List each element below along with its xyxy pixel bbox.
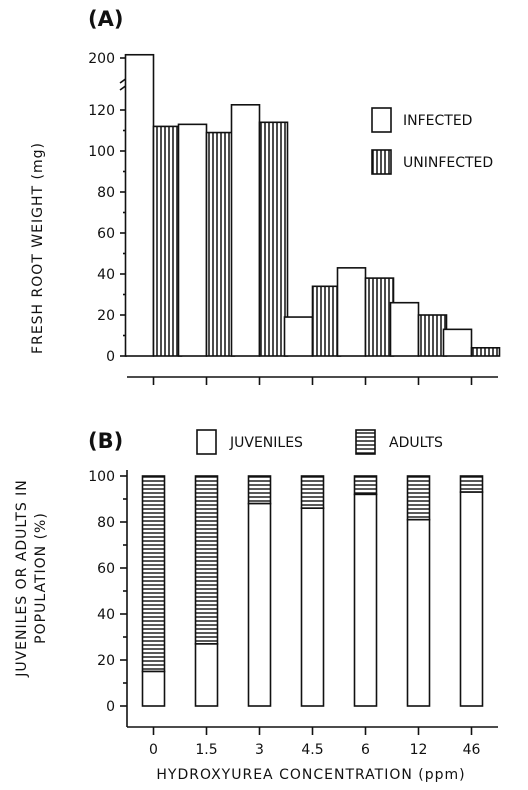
panel-a-y-tick-label: 60 bbox=[97, 226, 115, 242]
bar-infected bbox=[124, 53, 155, 357]
bar-uninfected bbox=[311, 285, 342, 357]
bar-uninfected bbox=[205, 131, 236, 357]
panel-b-legend: JUVENILES ADULTS bbox=[196, 429, 443, 455]
bar-adults bbox=[353, 475, 378, 496]
bar-infected bbox=[336, 267, 367, 357]
bar-juveniles bbox=[300, 507, 325, 707]
bar-adults bbox=[194, 475, 219, 645]
legend-uninfected-swatch bbox=[371, 149, 392, 175]
panel-a-label: (A) bbox=[88, 7, 123, 31]
panel-b-bars bbox=[141, 475, 484, 707]
panel-a-legend: INFECTED UNINFECTED bbox=[371, 107, 493, 175]
legend-infected-label: INFECTED bbox=[403, 113, 472, 129]
bar-juveniles bbox=[459, 491, 484, 707]
legend-uninfected-label: UNINFECTED bbox=[403, 155, 493, 171]
bar-juveniles bbox=[141, 670, 166, 707]
panel-a-tick-labels: 0 20 40 60 80 100 120 200 bbox=[88, 51, 115, 365]
panel-a-y-tick-label: 20 bbox=[97, 308, 115, 324]
panel-b-label: (B) bbox=[88, 429, 123, 453]
panel-b-y-axis-label-line2: POPULATION (%) bbox=[33, 512, 49, 644]
bar-uninfected bbox=[152, 125, 183, 357]
x-tick-label: 12 bbox=[410, 742, 428, 758]
bar-juveniles bbox=[247, 502, 272, 707]
chart-panel-b: (B) JUVENILES OR ADULTS IN POPULATION (%… bbox=[14, 429, 498, 783]
legend-juveniles-label: JUVENILES bbox=[229, 435, 303, 451]
panel-a-y-tick-label: 0 bbox=[106, 349, 115, 365]
bar-infected bbox=[389, 301, 420, 357]
panel-b-y-tick-label: 60 bbox=[97, 561, 115, 577]
bar-juveniles bbox=[194, 643, 219, 707]
panel-a-y-tick-label: 100 bbox=[88, 144, 115, 160]
legend-adults-label: ADULTS bbox=[389, 435, 443, 451]
panel-b-axes bbox=[120, 470, 498, 735]
panel-a-y-axis-label: FRESH ROOT WEIGHT (mg) bbox=[30, 142, 46, 354]
bar-uninfected bbox=[417, 314, 448, 357]
bar-adults bbox=[406, 475, 431, 521]
panel-b-y-axis-label-line1: JUVENILES OR ADULTS IN bbox=[14, 479, 30, 678]
bar-juveniles bbox=[353, 493, 378, 707]
x-tick-label: 1.5 bbox=[195, 742, 217, 758]
bar-uninfected bbox=[470, 346, 501, 357]
legend-juveniles-swatch bbox=[196, 429, 217, 455]
panel-b-y-tick-label: 0 bbox=[106, 699, 115, 715]
x-tick-label: 4.5 bbox=[301, 742, 323, 758]
x-tick-label: 3 bbox=[255, 742, 264, 758]
panel-b-y-tick-label: 40 bbox=[97, 607, 115, 623]
bar-infected bbox=[283, 316, 314, 357]
legend-infected-swatch bbox=[371, 107, 392, 133]
panel-a-y-tick-label: 120 bbox=[88, 103, 115, 119]
bar-infected bbox=[177, 123, 208, 357]
bar-adults bbox=[300, 475, 325, 510]
x-tick-label: 6 bbox=[361, 742, 370, 758]
panel-b-tick-labels: 0 20 40 60 80 100 0 1.5 3 4.5 6 12 46 bbox=[88, 469, 480, 758]
x-axis-label: HYDROXYUREA CONCENTRATION (ppm) bbox=[156, 767, 465, 783]
bar-juveniles bbox=[406, 518, 431, 707]
legend-adults-swatch bbox=[355, 429, 376, 455]
bar-infected bbox=[442, 328, 473, 357]
panel-a-y-tick-label: 80 bbox=[97, 185, 115, 201]
panel-b-y-tick-label: 100 bbox=[88, 469, 115, 485]
panel-b-y-tick-label: 80 bbox=[97, 515, 115, 531]
panel-a-y-tick-label: 40 bbox=[97, 267, 115, 283]
bar-uninfected bbox=[364, 277, 395, 357]
chart-panel-a: (A) FRESH ROOT WEIGHT (mg) 0 20 40 60 80 100 1… bbox=[30, 7, 501, 385]
bar-infected bbox=[230, 104, 261, 357]
bar-uninfected bbox=[258, 121, 289, 357]
x-tick-label: 46 bbox=[463, 742, 481, 758]
panel-a-bars bbox=[124, 53, 501, 357]
bar-adults bbox=[459, 475, 484, 493]
x-tick-label: 0 bbox=[149, 742, 158, 758]
bar-adults bbox=[247, 475, 272, 505]
bar-adults bbox=[141, 475, 166, 673]
panel-b-y-tick-label: 20 bbox=[97, 653, 115, 669]
panel-a-y-tick-label: 200 bbox=[88, 51, 115, 67]
